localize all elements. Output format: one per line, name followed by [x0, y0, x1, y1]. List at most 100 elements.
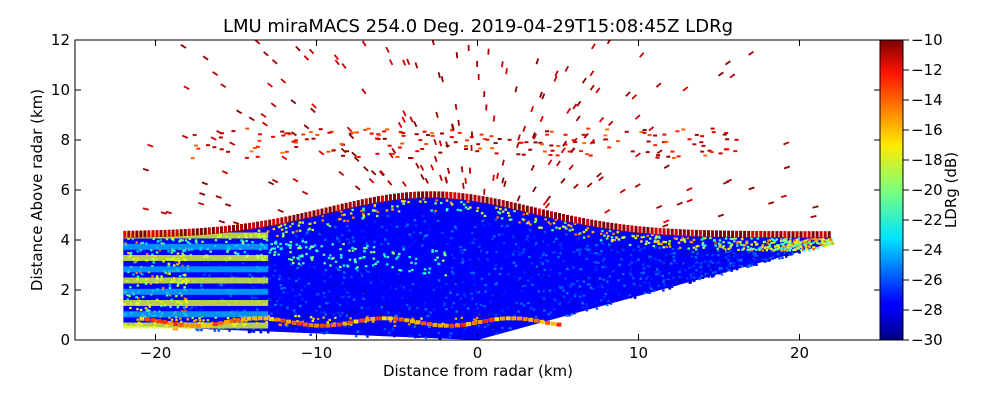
ldr-cell	[430, 209, 433, 212]
cloud-top-cell	[662, 228, 666, 236]
ldr-cell	[403, 200, 406, 203]
ldr-cell	[298, 244, 301, 248]
clutter-dash	[607, 120, 614, 127]
ldr-cell	[167, 265, 170, 268]
ldr-cell	[678, 246, 682, 249]
cloud-top-cell	[328, 206, 332, 214]
clutter-dash	[435, 111, 439, 119]
clutter-dash	[554, 70, 559, 77]
ldr-cell	[642, 263, 645, 266]
ldr-cell	[694, 265, 697, 268]
ldr-cell	[429, 311, 432, 314]
ldr-cell	[704, 260, 707, 263]
ldr-cell	[632, 277, 635, 280]
clutter-dash	[648, 126, 655, 132]
ldr-cell	[178, 275, 182, 278]
elevated-band-cell	[639, 130, 644, 133]
ldr-cell	[294, 233, 297, 236]
ldr-cell	[173, 250, 176, 253]
ldr-cell	[617, 238, 621, 241]
ldr-cell	[488, 223, 491, 226]
ldr-cell	[745, 242, 748, 245]
cloud-top-cell	[545, 210, 549, 218]
ldr-cell	[554, 291, 557, 294]
ldr-cell	[665, 245, 668, 249]
cloud-top-cell	[711, 230, 714, 238]
cloud-top-cell	[163, 229, 167, 237]
clutter-dash	[268, 181, 275, 186]
ldr-cell	[502, 233, 505, 236]
ldr-cell	[578, 285, 582, 288]
ldr-cell	[451, 270, 454, 273]
clutter-dash	[271, 59, 278, 65]
ldr-cell	[534, 315, 538, 319]
melting-layer-cell	[302, 322, 308, 327]
clutter-dash	[354, 185, 361, 191]
ldr-cell	[349, 317, 352, 320]
ldr-cell	[588, 294, 591, 297]
ldr-cell	[454, 317, 458, 320]
ldr-cell	[467, 302, 470, 305]
cloud-top-cell	[268, 219, 272, 227]
ldr-cell	[576, 294, 579, 297]
melting-layer-cell	[432, 322, 438, 327]
ldr-cell	[788, 249, 792, 252]
clutter-dash	[631, 94, 638, 100]
clutter-dash	[338, 170, 345, 177]
ldr-cell	[722, 245, 726, 248]
ldr-cell	[557, 255, 560, 259]
ldr-cell	[358, 218, 362, 221]
ldr-cell	[605, 277, 608, 280]
ldr-cell	[473, 318, 476, 321]
ldr-cell	[682, 254, 685, 257]
cloud-top-cell	[670, 228, 674, 236]
ldr-cell	[527, 220, 530, 223]
clutter-dash	[455, 52, 459, 59]
ldr-cell	[294, 328, 298, 331]
clutter-dash	[388, 59, 394, 66]
ldr-cell	[435, 199, 438, 202]
ldr-cell	[718, 267, 721, 270]
ldr-cell	[644, 243, 648, 246]
clutter-dash	[457, 119, 460, 126]
cloud-top-cell	[779, 231, 783, 239]
ldr-cell	[796, 247, 800, 250]
ldr-cell	[680, 276, 683, 279]
ldr-cell	[406, 223, 409, 226]
ldr-cell	[731, 237, 734, 241]
ldr-cell	[535, 257, 538, 260]
melting-layer-cell	[522, 317, 528, 322]
ldr-cell	[271, 268, 275, 271]
clutter-dash	[270, 102, 277, 108]
elevated-band-cell	[701, 144, 706, 147]
ldr-cell	[641, 282, 644, 285]
ldr-cell	[468, 258, 472, 261]
cloud-top-cell	[791, 231, 795, 239]
ldr-cell	[812, 248, 815, 251]
ldr-cell	[618, 263, 621, 266]
ldr-cell	[686, 256, 689, 259]
ldr-cell	[415, 306, 419, 310]
melting-layer-cell	[314, 323, 320, 328]
ldr-cell	[678, 275, 681, 278]
ldr-cell	[137, 297, 140, 300]
ldr-cell	[545, 299, 549, 303]
clutter-dash	[492, 115, 496, 122]
elevated-band-cell	[656, 154, 661, 157]
ldr-cell	[206, 284, 210, 287]
elevated-band-cell	[662, 133, 667, 136]
ldr-cell	[166, 272, 170, 275]
ldr-cell	[521, 251, 525, 254]
ldr-cell	[772, 256, 775, 259]
ldr-cell	[500, 267, 503, 270]
ldr-cell	[566, 303, 569, 306]
ldr-cell	[566, 267, 569, 270]
ldr-cell	[136, 308, 139, 311]
clutter-dash	[402, 110, 407, 117]
ldr-cell	[391, 290, 394, 293]
ldr-cell	[279, 247, 283, 251]
elevated-band-cell	[476, 143, 481, 146]
elevated-band-cell	[424, 143, 429, 145]
elevated-band-cell	[426, 134, 430, 136]
ldr-cell	[728, 256, 731, 260]
